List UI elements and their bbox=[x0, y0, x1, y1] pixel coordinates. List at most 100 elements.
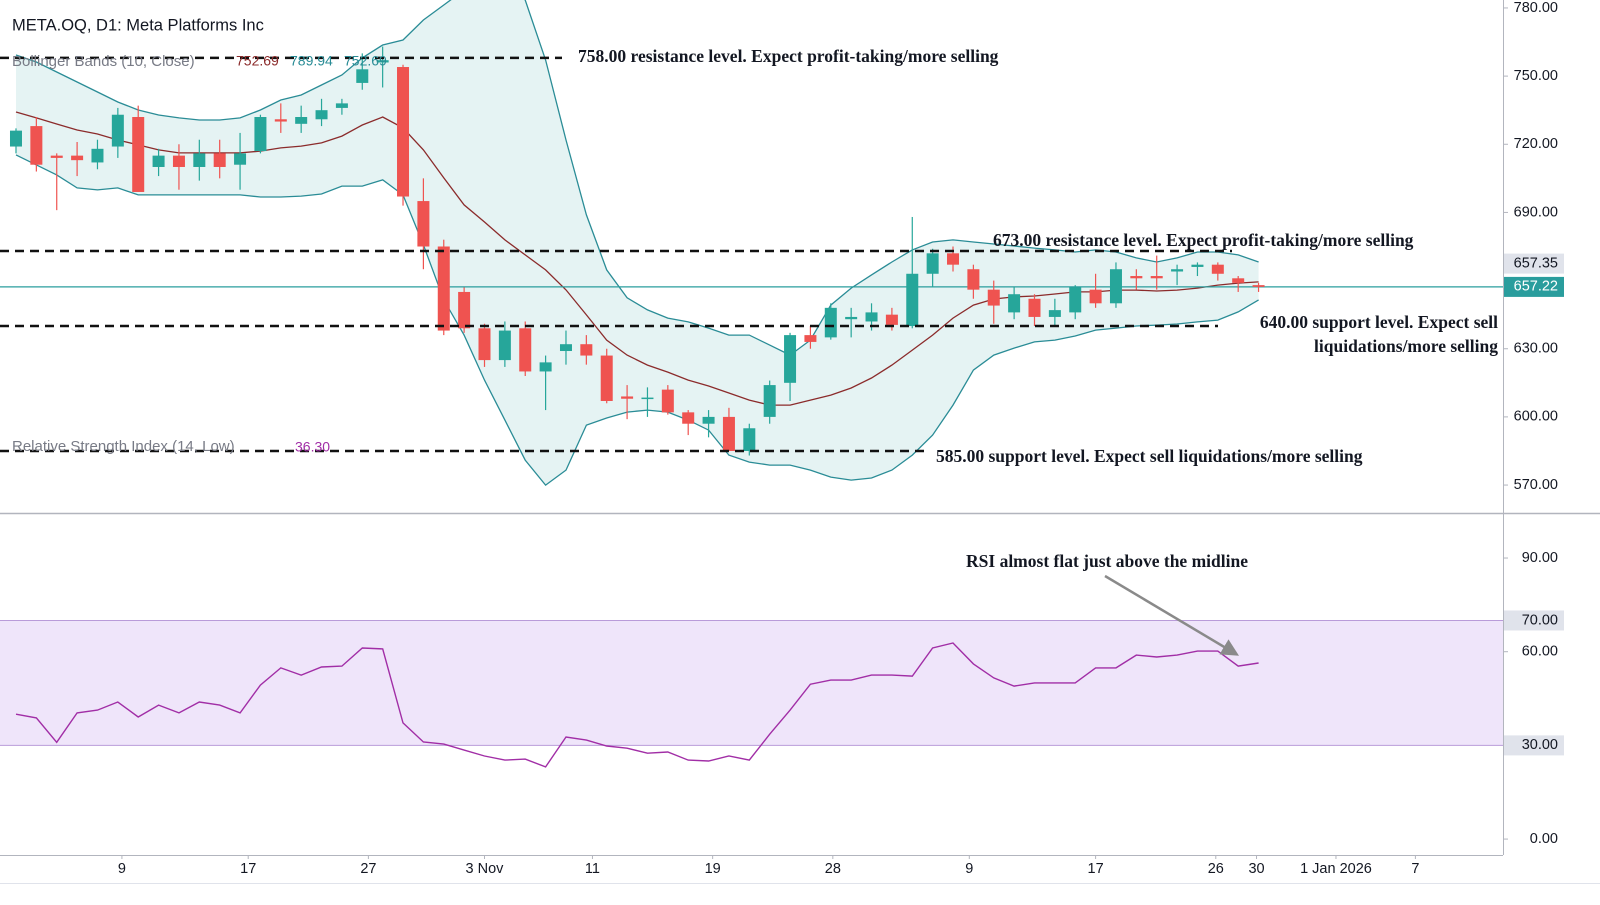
candle-body bbox=[1069, 287, 1082, 313]
rsi-band bbox=[0, 620, 1503, 746]
x-tick-label: 1 Jan 2026 bbox=[1300, 861, 1372, 877]
y-tick-label: 570.00 bbox=[1514, 477, 1558, 493]
rsi-readout: 36.30 bbox=[295, 439, 330, 455]
candle-body bbox=[397, 67, 410, 197]
candle-body bbox=[1109, 269, 1122, 304]
x-tick-label: 28 bbox=[825, 861, 841, 877]
candle-body bbox=[559, 344, 572, 352]
y-tick-label: 60.00 bbox=[1522, 644, 1558, 660]
rsi-pane bbox=[0, 619, 1503, 768]
candle-body bbox=[1150, 276, 1163, 279]
candle-body bbox=[1191, 264, 1204, 267]
x-tick-label: 17 bbox=[240, 861, 256, 877]
price-label-box bbox=[1504, 276, 1564, 297]
middle-band bbox=[15, 111, 1259, 406]
x-tick-label: 26 bbox=[1208, 861, 1224, 877]
candle-body bbox=[600, 355, 613, 401]
x-tick-label: 7 bbox=[1411, 861, 1419, 877]
price-label: 657.22 bbox=[1514, 279, 1558, 295]
candle-body bbox=[417, 201, 430, 247]
candle-body bbox=[1048, 310, 1061, 317]
rsi-annotation: RSI almost flat just above the midline bbox=[966, 551, 1248, 571]
x-tick-label: 27 bbox=[360, 861, 376, 877]
main-layer: 758.00 resistance level. Expect profit-t… bbox=[0, 0, 1564, 877]
candle-body bbox=[621, 396, 634, 399]
level-note: liquidations/more selling bbox=[1314, 336, 1498, 356]
candle-body bbox=[356, 69, 369, 83]
upper-band bbox=[15, 0, 1259, 356]
indicator-readout: 789.94 bbox=[290, 53, 333, 69]
y-tick-label: 720.00 bbox=[1514, 136, 1558, 152]
candle-body bbox=[111, 114, 124, 147]
candle-body bbox=[987, 289, 1000, 306]
candle-body bbox=[437, 246, 450, 331]
candle-body bbox=[804, 335, 817, 342]
rsi-label: Relative Strength Index (14, Low) bbox=[12, 438, 235, 455]
chart-title: META.OQ, D1: Meta Platforms Inc bbox=[12, 16, 264, 34]
candle-body bbox=[824, 307, 837, 338]
candle-body bbox=[784, 335, 797, 383]
candle-body bbox=[763, 385, 776, 417]
candle-body bbox=[641, 397, 654, 400]
price-label: 657.35 bbox=[1514, 255, 1558, 271]
candle-body bbox=[702, 416, 715, 424]
candle-body bbox=[906, 273, 919, 327]
candle-body bbox=[295, 117, 308, 124]
candle-body bbox=[661, 389, 674, 413]
candle-body bbox=[152, 155, 165, 167]
candle-body bbox=[30, 126, 43, 165]
candle-body bbox=[1008, 294, 1021, 313]
x-tick-label: 9 bbox=[965, 861, 973, 877]
candle-body bbox=[1252, 285, 1265, 287]
candle-body bbox=[1028, 298, 1041, 317]
rsi-band-label-box bbox=[1504, 610, 1564, 631]
x-tick-label: 11 bbox=[585, 861, 600, 877]
candle-body bbox=[71, 155, 84, 161]
candle-body bbox=[682, 412, 695, 424]
level-note: 640.00 support level. Expect sell bbox=[1260, 312, 1498, 332]
annotation-arrow bbox=[1104, 574, 1240, 656]
lower-band bbox=[15, 154, 1259, 486]
candle-body bbox=[865, 312, 878, 322]
candle-body bbox=[1171, 269, 1184, 272]
candle-body bbox=[274, 119, 287, 122]
rsi-line bbox=[15, 642, 1259, 768]
candle-body bbox=[234, 153, 247, 165]
candle-body bbox=[539, 362, 552, 372]
candle-body bbox=[193, 153, 206, 167]
band-fill bbox=[16, 0, 1259, 486]
candle-body bbox=[722, 416, 735, 451]
y-tick-label: 0.00 bbox=[1530, 831, 1558, 847]
indicator-label: Bollinger Bands (10, Close) bbox=[12, 53, 195, 70]
y-tick-label: 90.00 bbox=[1522, 550, 1558, 566]
candle-body bbox=[172, 155, 185, 167]
level-note: 673.00 resistance level. Expect profit-t… bbox=[993, 230, 1414, 250]
candle-body bbox=[478, 328, 491, 361]
level-note: 758.00 resistance level. Expect profit-t… bbox=[578, 46, 999, 66]
y-tick-label: 690.00 bbox=[1514, 204, 1558, 220]
candle-body bbox=[132, 117, 145, 192]
price-label-box bbox=[1504, 253, 1564, 274]
candle-body bbox=[519, 328, 532, 372]
y-tick-label: 630.00 bbox=[1514, 341, 1558, 357]
candle-body bbox=[458, 291, 471, 329]
candle-body bbox=[580, 344, 593, 356]
bollinger-bands bbox=[15, 0, 1259, 486]
x-tick-label: 9 bbox=[118, 861, 126, 877]
rsi-band-label-box bbox=[1504, 735, 1564, 756]
x-tick-label: 19 bbox=[705, 861, 721, 877]
candle-body bbox=[91, 148, 104, 163]
candle-body bbox=[885, 314, 898, 325]
level-note: 585.00 support level. Expect sell liquid… bbox=[936, 446, 1363, 466]
candle-body bbox=[498, 330, 511, 361]
candle-body bbox=[335, 103, 348, 108]
candle-body bbox=[50, 155, 63, 158]
rsi-band-label: 30.00 bbox=[1522, 737, 1558, 753]
x-tick-label: 30 bbox=[1248, 861, 1264, 877]
candle-body bbox=[1130, 276, 1143, 279]
x-tick-label: 17 bbox=[1088, 861, 1104, 877]
y-tick-label: 600.00 bbox=[1514, 409, 1558, 425]
candle-body bbox=[743, 428, 756, 451]
indicator-readout: 752.69 bbox=[236, 53, 279, 69]
